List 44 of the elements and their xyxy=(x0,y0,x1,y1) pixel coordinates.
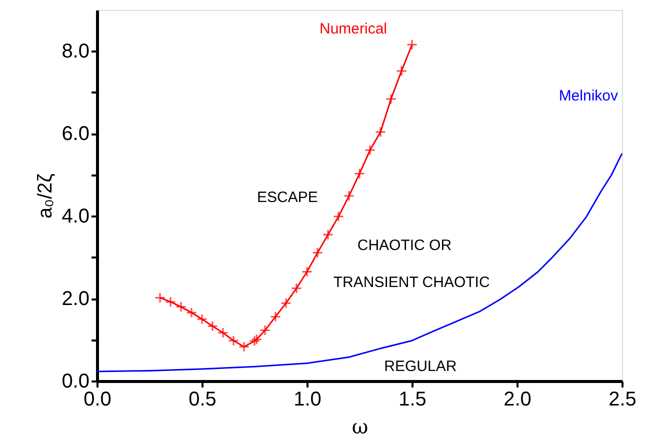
point xyxy=(406,39,418,50)
point xyxy=(270,311,281,322)
point xyxy=(251,334,262,345)
point xyxy=(364,144,376,156)
point xyxy=(249,336,260,347)
point xyxy=(165,296,176,308)
line-series xyxy=(96,152,623,372)
annotation: TRANSIENT CHAOTIC xyxy=(333,274,490,292)
x-tick-label: 0.5 xyxy=(188,388,216,410)
annotation: REGULAR xyxy=(384,358,457,376)
y-tick-label: 4.0 xyxy=(62,206,90,228)
point xyxy=(260,324,270,336)
x-tick-label: 2.0 xyxy=(504,388,532,410)
point xyxy=(354,168,365,180)
point xyxy=(228,335,239,346)
point xyxy=(176,301,186,312)
point xyxy=(375,126,386,138)
point xyxy=(280,298,292,309)
y-tick-label: 6.0 xyxy=(62,123,90,146)
y-tick-label: 8.0 xyxy=(62,40,90,63)
x-tick-label: 2.5 xyxy=(608,388,636,410)
point xyxy=(291,282,302,294)
x-tick-label: 1.5 xyxy=(398,388,426,410)
point xyxy=(333,211,344,222)
series-label: Numerical xyxy=(319,20,387,38)
text: Melnikov xyxy=(558,87,618,104)
y-axis-title: a₀/2ζ xyxy=(34,173,57,218)
point xyxy=(312,247,323,258)
annotation: ESCAPE xyxy=(257,189,318,206)
point xyxy=(154,292,166,304)
point xyxy=(218,327,228,338)
y-tick-label: 2.0 xyxy=(62,288,90,310)
point xyxy=(238,341,250,352)
point xyxy=(344,190,354,202)
point xyxy=(302,266,312,278)
point xyxy=(196,314,208,325)
x-tick-label: 1.0 xyxy=(294,388,322,410)
point xyxy=(386,94,396,105)
x-axis-title: ω xyxy=(352,414,368,438)
point xyxy=(186,307,197,318)
point xyxy=(207,320,218,332)
point xyxy=(322,229,334,240)
point xyxy=(396,66,407,76)
annotation: CHAOTIC OR xyxy=(357,236,452,254)
